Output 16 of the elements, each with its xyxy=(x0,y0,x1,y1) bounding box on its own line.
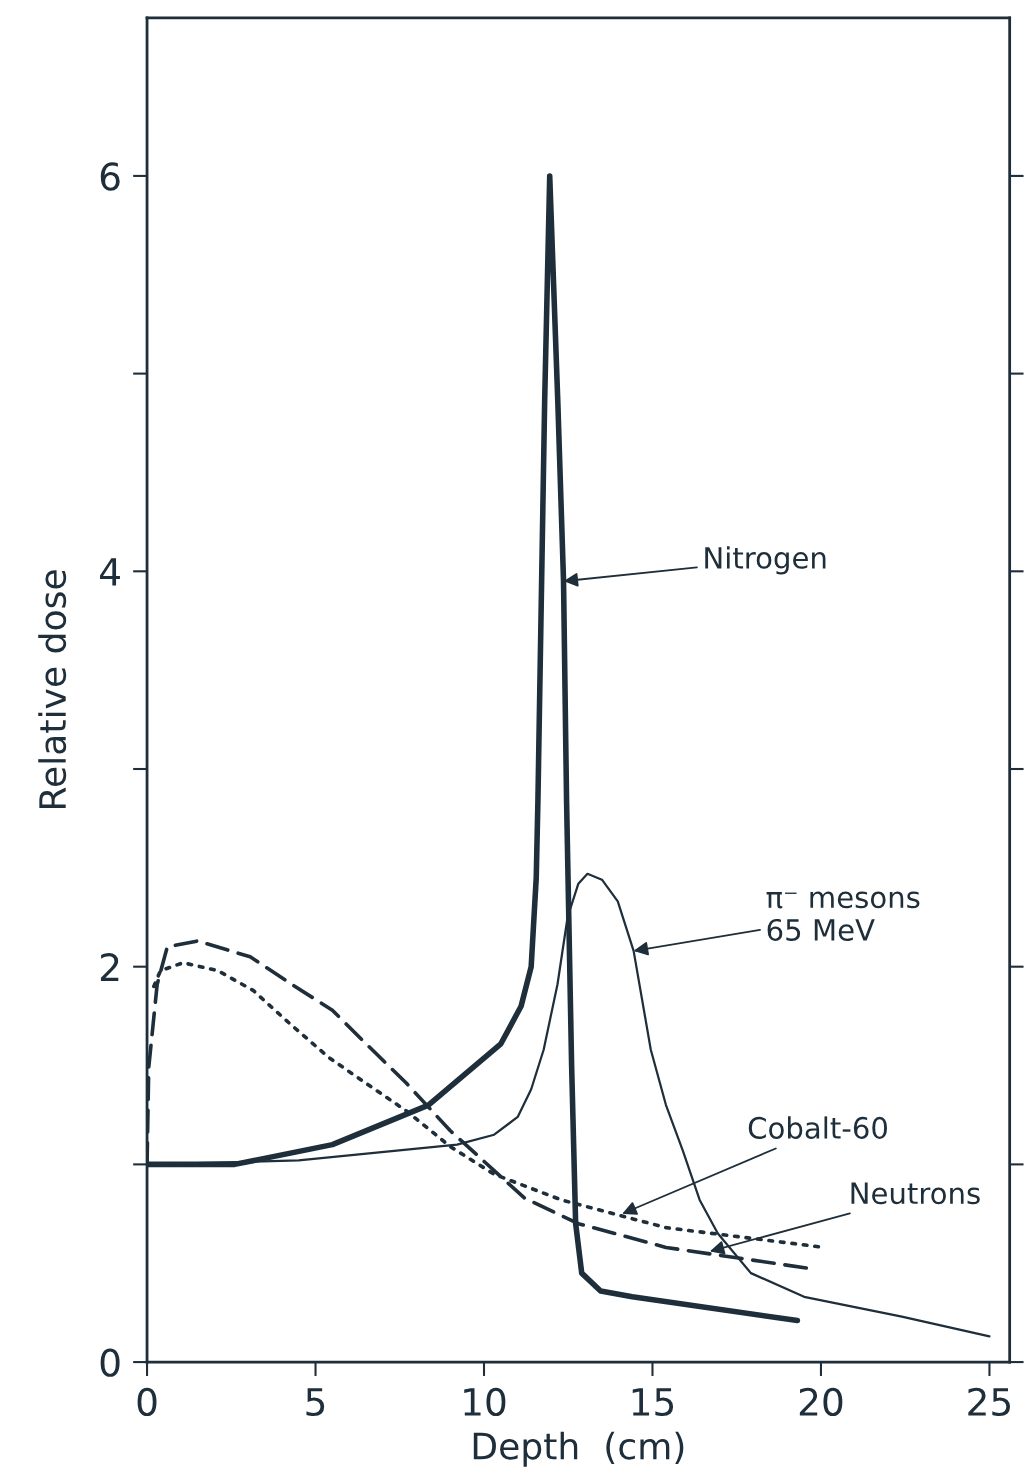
y-tick-label: 6 xyxy=(100,162,120,191)
y-tick-label: 0 xyxy=(100,1348,120,1377)
y-axis-title: Relative dose xyxy=(38,570,67,808)
x-tick-label: 10 xyxy=(464,1387,506,1417)
x-tick-label: 5 xyxy=(306,1388,325,1417)
x-tick-label: 0 xyxy=(137,1387,157,1417)
y-tick-label: 2 xyxy=(100,953,119,981)
y-tick-label: 4 xyxy=(100,558,120,586)
annotation: Cobalt-60 xyxy=(748,1116,887,1139)
x-tick-label: 25 xyxy=(968,1387,1011,1417)
annotation: Nitrogen xyxy=(705,546,826,575)
x-tick-label: 20 xyxy=(799,1387,843,1417)
annotation: Neutrons xyxy=(851,1182,980,1205)
x-tick-label: 15 xyxy=(632,1388,674,1417)
x-axis-title: Depth (cm) xyxy=(473,1431,684,1467)
annotation: π⁻ mesons 65 MeV xyxy=(766,891,920,941)
